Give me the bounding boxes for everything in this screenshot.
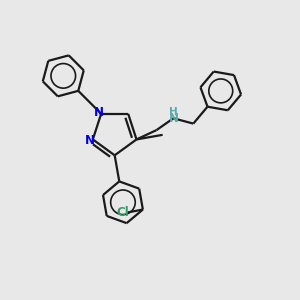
Text: N: N <box>94 106 104 119</box>
Text: H: H <box>169 107 178 117</box>
Text: Cl: Cl <box>116 206 129 219</box>
Text: N: N <box>168 112 178 125</box>
Text: N: N <box>85 134 95 146</box>
